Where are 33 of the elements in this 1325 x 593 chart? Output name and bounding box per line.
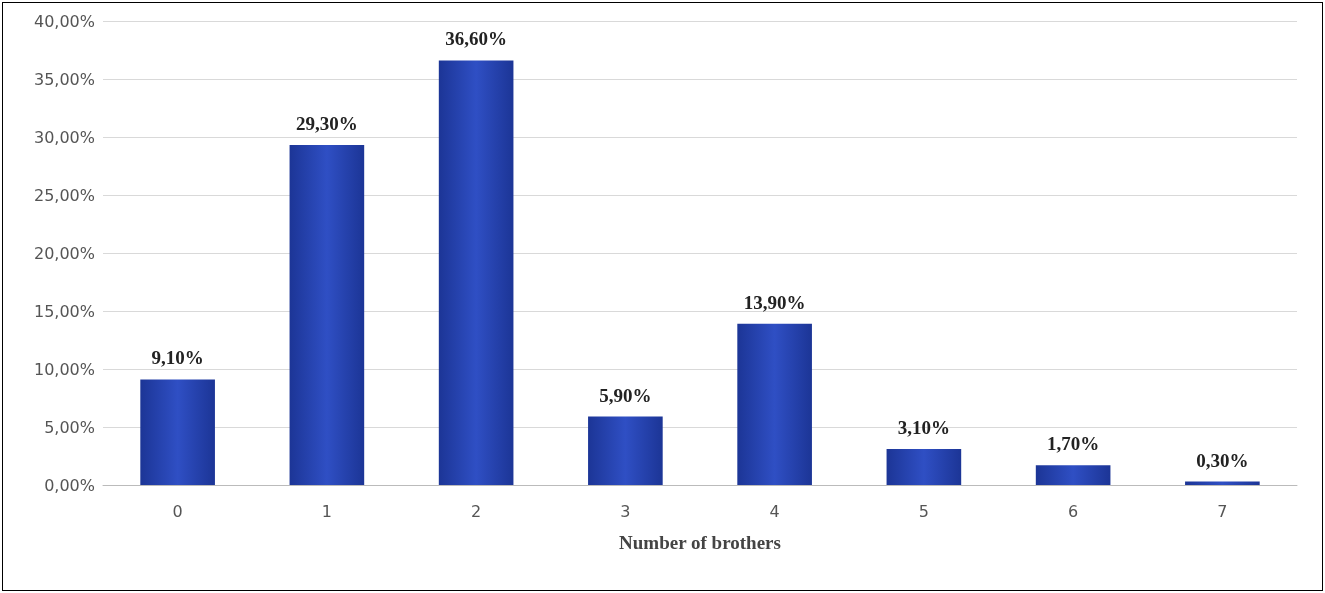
bar [737,323,812,485]
x-tick-label: 5 [918,501,929,521]
bar [140,379,215,485]
data-label: 29,30% [296,113,358,135]
bar [438,60,514,485]
y-tick-label: 15,00% [33,301,95,321]
y-tick-label: 0,00% [44,475,95,495]
data-label: 1,70% [1047,433,1100,455]
bar [1035,465,1111,485]
bar [588,416,663,485]
bar [886,449,962,485]
data-label: 36,60% [445,28,507,50]
data-label: 5,90% [599,384,652,406]
x-tick-label: 3 [620,501,631,521]
y-tick-label: 25,00% [33,185,95,205]
y-tick-label: 20,00% [33,243,95,263]
y-tick-label: 10,00% [33,359,95,379]
data-label: 3,10% [897,417,950,439]
x-tick-label: 7 [1217,501,1228,521]
x-tick-label: 4 [769,501,780,521]
x-tick-label: 1 [321,501,332,521]
x-tick-label: 6 [1068,501,1079,521]
x-axis-title: Number of brothers [619,532,781,553]
data-label: 9,10% [151,347,204,369]
y-tick-label: 35,00% [33,69,95,89]
y-tick-label: 40,00% [33,11,95,31]
y-tick-label: 30,00% [33,127,95,147]
bar [289,145,365,485]
x-tick-label: 0 [172,501,183,521]
y-tick-label: 5,00% [44,417,95,437]
data-label: 13,90% [743,291,806,313]
data-label: 0,30% [1196,449,1249,471]
x-tick-label: 2 [471,501,482,521]
